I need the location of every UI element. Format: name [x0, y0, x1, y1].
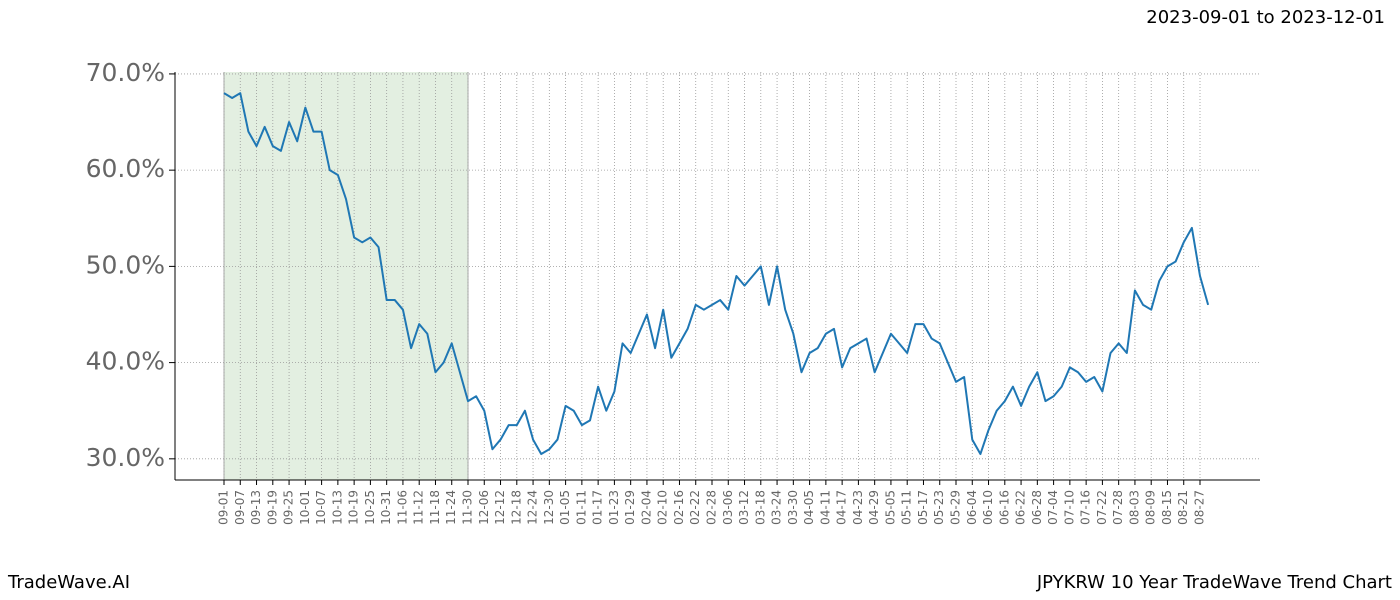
x-tick-label: 09-13	[249, 490, 263, 525]
x-tick-label: 06-10	[981, 490, 995, 525]
x-tick-label: 03-30	[786, 490, 800, 525]
chart-title: 2023-09-01 to 2023-12-01	[1146, 7, 1385, 28]
x-tick-label: 11-06	[395, 490, 409, 525]
x-tick-label: 07-28	[1111, 490, 1125, 525]
x-tick-label: 02-10	[656, 490, 670, 525]
x-tick-label: 12-12	[493, 490, 507, 525]
x-tick-label: 02-22	[688, 490, 702, 525]
x-tick-label: 05-23	[932, 490, 946, 525]
x-tick-label: 01-29	[623, 490, 637, 525]
x-tick-label: 01-23	[607, 490, 621, 525]
x-tick-label: 12-06	[477, 490, 491, 525]
y-tick-label: 40.0%	[86, 347, 165, 376]
x-tick-label: 04-23	[851, 490, 865, 525]
x-tick-label: 01-17	[591, 490, 605, 525]
x-tick-label: 08-03	[1127, 490, 1141, 525]
x-tick-label: 05-17	[916, 490, 930, 525]
x-tick-label: 09-25	[282, 490, 296, 525]
x-tick-label: 04-11	[818, 490, 832, 525]
y-tick-label: 30.0%	[86, 443, 165, 472]
x-tick-label: 07-16	[1079, 490, 1093, 525]
x-tick-label: 08-09	[1144, 490, 1158, 525]
x-tick-label: 09-01	[217, 490, 231, 525]
x-tick-label: 08-21	[1176, 490, 1190, 525]
x-tick-label: 08-27	[1193, 490, 1207, 525]
x-tick-label: 01-05	[558, 490, 572, 525]
x-tick-label: 03-18	[753, 490, 767, 525]
x-tick-label: 05-29	[949, 490, 963, 525]
x-tick-label: 11-18	[428, 490, 442, 525]
x-tick-label: 05-05	[883, 490, 897, 525]
x-tick-label: 09-07	[233, 490, 247, 525]
x-tick-label: 02-16	[672, 490, 686, 525]
x-tick-label: 06-28	[1030, 490, 1044, 525]
footer-right: JPYKRW 10 Year TradeWave Trend Chart	[1036, 572, 1392, 593]
x-tick-label: 10-19	[347, 490, 361, 525]
x-tick-label: 03-12	[737, 490, 751, 525]
x-tick-label: 10-07	[314, 490, 328, 525]
x-tick-label: 02-04	[639, 490, 653, 525]
x-tick-label: 05-11	[900, 490, 914, 525]
x-tick-label: 07-04	[1046, 490, 1060, 525]
x-tick-label: 12-30	[542, 490, 556, 525]
x-tick-label: 02-28	[705, 490, 719, 525]
highlight-span	[224, 72, 468, 480]
x-tick-label: 01-11	[574, 490, 588, 525]
footer-left: TradeWave.AI	[7, 572, 130, 593]
y-tick-label: 70.0%	[86, 58, 165, 87]
x-tick-label: 06-04	[965, 490, 979, 525]
x-tick-label: 10-25	[363, 490, 377, 525]
x-tick-label: 12-18	[509, 490, 523, 525]
x-tick-label: 08-15	[1160, 490, 1174, 525]
x-tick-label: 06-22	[1014, 490, 1028, 525]
x-tick-label: 03-06	[721, 490, 735, 525]
x-tick-label: 04-05	[802, 490, 816, 525]
x-tick-label: 12-24	[526, 490, 540, 525]
x-tick-label: 10-31	[379, 490, 393, 525]
x-tick-label: 06-16	[997, 490, 1011, 525]
x-tick-label: 10-13	[330, 490, 344, 525]
x-tick-label: 11-24	[444, 490, 458, 525]
data-line	[223, 92, 1210, 456]
x-tick-label: 11-30	[461, 490, 475, 525]
y-tick-label: 50.0%	[86, 250, 165, 279]
x-tick-label: 11-12	[412, 490, 426, 525]
x-tick-label: 07-10	[1062, 490, 1076, 525]
x-tick-label: 10-01	[298, 490, 312, 525]
y-tick-label: 60.0%	[86, 154, 165, 183]
x-tick-label: 07-22	[1095, 490, 1109, 525]
x-tick-label: 09-19	[265, 490, 279, 525]
x-tick-label: 03-24	[770, 490, 784, 525]
x-tick-label: 04-29	[867, 490, 881, 525]
x-tick-label: 04-17	[835, 490, 849, 525]
